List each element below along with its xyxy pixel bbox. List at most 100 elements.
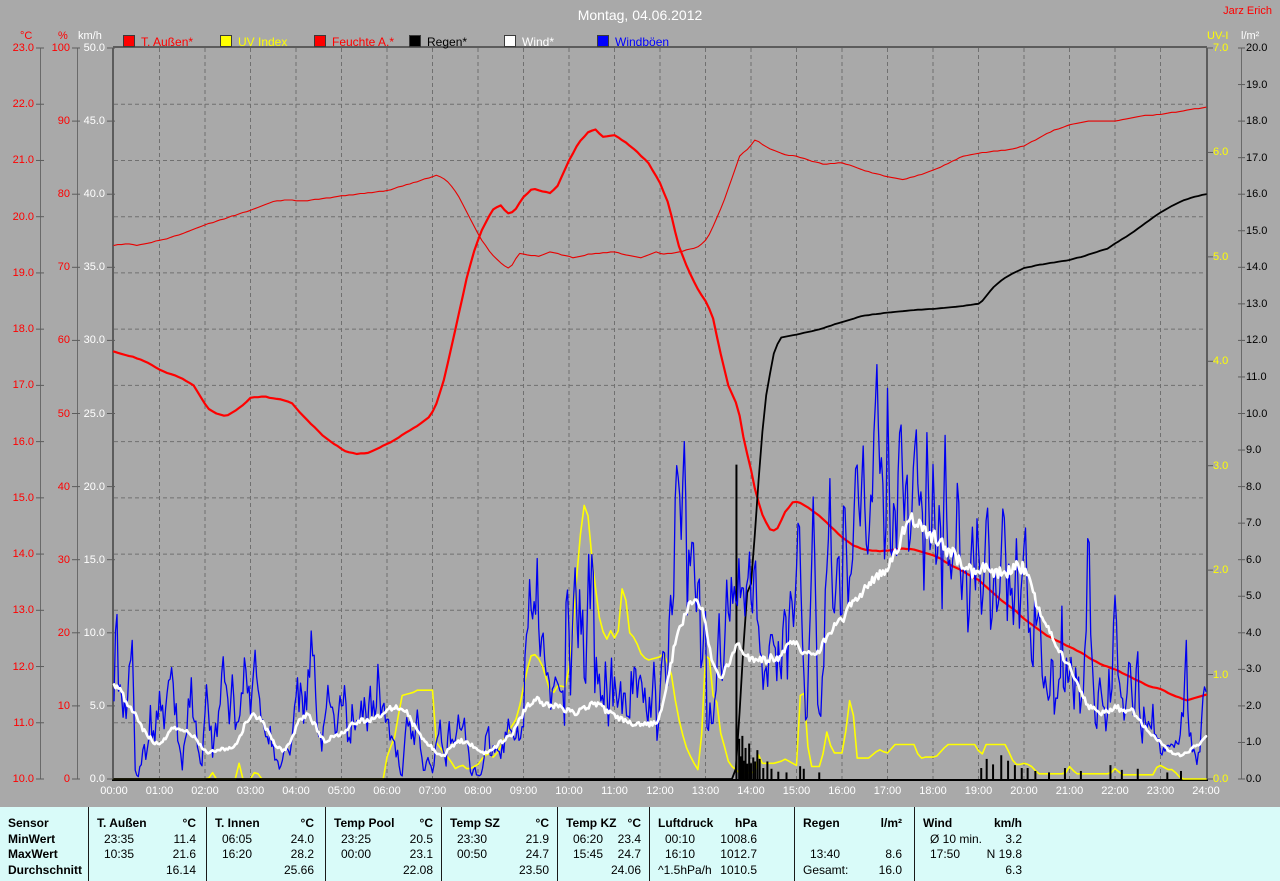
uvi-tick-label: 1.0: [1213, 668, 1229, 681]
table-col-name: Wind: [923, 815, 953, 830]
time-tick-label: 04:00: [282, 785, 310, 797]
lm2-tick-label: 14.0: [1246, 261, 1268, 274]
table-min-time: Ø 10 min.: [930, 831, 983, 846]
table-avg-value: 23.50: [518, 862, 549, 877]
legend-swatch: [504, 35, 516, 47]
table-avg-value: 24.06: [610, 862, 641, 877]
celsius-tick-label: 10.0: [12, 773, 34, 785]
lm2-tick-label: 16.0: [1246, 188, 1268, 201]
kmh-tick-label: 0.0: [89, 773, 105, 785]
legend-label: Windböen: [615, 35, 670, 49]
table-max-value: N 19.8: [986, 847, 1022, 861]
table-col-name: T. Außen: [97, 815, 147, 830]
table-separator: [441, 807, 442, 881]
lm2-tick-label: 13.0: [1246, 297, 1268, 310]
series-t-au-en: [112, 128, 1208, 702]
lm2-tick-label: 20.0: [1246, 42, 1268, 54]
table-min-value: 21.9: [525, 831, 549, 846]
celsius-tick-label: 14.0: [12, 548, 34, 561]
time-tick-label: 15:00: [782, 785, 811, 797]
time-tick-label: 01:00: [145, 785, 174, 797]
lm2-tick-label: 1.0: [1246, 736, 1262, 749]
uvi-tick-label: 2.0: [1213, 564, 1229, 577]
legend-label: Wind*: [522, 35, 555, 49]
table-max-time: 17:50: [930, 847, 961, 861]
legend-swatch: [597, 35, 609, 47]
time-tick-label: 21:00: [1055, 785, 1084, 797]
time-tick-label: 23:00: [1146, 785, 1175, 797]
time-tick-label: 00:00: [100, 785, 128, 797]
table-separator: [325, 807, 326, 881]
time-tick-label: 02:00: [191, 785, 219, 797]
time-tick-label: 06:00: [373, 785, 401, 797]
time-tick-label: 08:00: [464, 785, 492, 797]
table-col-unit: °C: [535, 815, 549, 830]
legend-item: Feuchte A.*: [314, 35, 395, 49]
table-avg-label: ^1.5hPa/h: [658, 862, 712, 877]
table-max-time: 00:00: [341, 847, 372, 861]
time-tick-label: 13:00: [691, 785, 720, 797]
time-tick-label: 07:00: [418, 785, 447, 797]
table-max-value: 21.6: [172, 847, 196, 861]
legend-label: Feuchte A.*: [332, 35, 395, 49]
uvi-tick-label: 0.0: [1213, 773, 1229, 785]
time-tick-label: 09:00: [509, 785, 538, 797]
lm2-tick-label: 10.0: [1246, 407, 1268, 420]
table-col-name: Temp SZ: [450, 815, 500, 830]
table-min-time: 23:30: [457, 831, 488, 846]
table-col-name: T. Innen: [215, 815, 260, 830]
kmh-tick-label: 5.0: [89, 699, 105, 712]
legend-item: Windböen: [597, 35, 670, 49]
legend-item: T. Außen*: [123, 35, 193, 49]
table-max-time: 16:20: [222, 847, 253, 861]
table-min-value: 3.2: [1005, 831, 1022, 846]
celsius-tick-label: 12.0: [12, 660, 34, 673]
lm2-tick-label: 6.0: [1246, 553, 1262, 566]
kmh-tick-label: 35.0: [83, 261, 105, 274]
celsius-tick-label: 20.0: [12, 210, 34, 223]
legend-label: UV Index: [238, 35, 288, 49]
lm2-tick-label: 11.0: [1246, 370, 1267, 383]
legend-swatch: [123, 35, 135, 47]
celsius-tick-label: 21.0: [12, 154, 34, 167]
time-tick-label: 17:00: [873, 785, 902, 797]
legend-item: Regen*: [409, 35, 467, 49]
lm2-tick-label: 8.0: [1246, 480, 1262, 493]
lm2-tick-label: 9.0: [1246, 444, 1262, 457]
kmh-tick-label: 15.0: [83, 553, 105, 566]
table-max-value: 28.2: [290, 847, 314, 861]
table-col-name: Luftdruck: [658, 815, 714, 830]
legend-item: Wind*: [504, 35, 555, 49]
series-wind: [112, 512, 1208, 758]
lm2-tick-label: 5.0: [1246, 590, 1262, 603]
table-max-value: 1012.7: [720, 847, 757, 861]
time-tick-label: 16:00: [828, 785, 856, 797]
table-max-time: 16:10: [665, 847, 696, 861]
table-min-time: 00:10: [665, 831, 696, 846]
uvi-tick-label: 6.0: [1213, 146, 1229, 159]
kmh-tick-label: 20.0: [83, 480, 105, 493]
lm2-tick-label: 19.0: [1246, 78, 1268, 91]
kmh-tick-label: 30.0: [83, 334, 105, 347]
kmh-tick-label: 10.0: [83, 626, 105, 639]
table-separator: [794, 807, 795, 881]
table-avg-label: Gesamt:: [803, 862, 849, 877]
percent-tick-label: 20: [57, 626, 70, 639]
table-avg-value: 22.08: [402, 862, 433, 877]
table-separator: [914, 807, 915, 881]
series-regen: [113, 193, 1207, 780]
table-col-unit: °C: [419, 815, 433, 830]
table-max-time: 00:50: [457, 847, 488, 861]
table-col-name: Temp Pool: [334, 815, 395, 830]
lm2-tick-label: 17.0: [1246, 151, 1268, 164]
table-avg-value: 6.3: [1005, 862, 1022, 877]
lm2-axis-header: l/m²: [1241, 30, 1260, 42]
table-row-header: Durchschnitt: [8, 862, 83, 877]
chart-canvas: [36, 46, 1245, 781]
percent-tick-label: 30: [57, 553, 70, 566]
series-windb-en: [113, 364, 1207, 778]
uvi-tick-label: 5.0: [1213, 250, 1229, 263]
time-tick-label: 05:00: [327, 785, 356, 797]
table-separator: [557, 807, 558, 881]
